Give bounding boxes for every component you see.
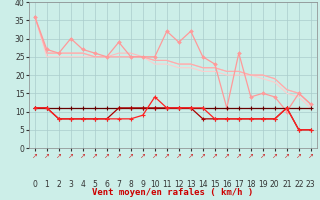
Text: ↗: ↗ — [116, 153, 122, 159]
Text: 19: 19 — [258, 180, 268, 189]
Text: 4: 4 — [80, 180, 85, 189]
Text: 21: 21 — [282, 180, 292, 189]
Text: 1: 1 — [44, 180, 49, 189]
Text: ↗: ↗ — [104, 153, 110, 159]
Text: ↗: ↗ — [284, 153, 290, 159]
Text: ↗: ↗ — [236, 153, 242, 159]
Text: ↗: ↗ — [308, 153, 314, 159]
Text: 11: 11 — [162, 180, 172, 189]
Text: Vent moyen/en rafales ( km/h ): Vent moyen/en rafales ( km/h ) — [92, 188, 253, 197]
Text: 13: 13 — [186, 180, 196, 189]
Text: 6: 6 — [104, 180, 109, 189]
Text: 15: 15 — [210, 180, 220, 189]
Text: ↗: ↗ — [272, 153, 278, 159]
Text: ↗: ↗ — [296, 153, 302, 159]
Text: 16: 16 — [222, 180, 232, 189]
Text: ↗: ↗ — [44, 153, 50, 159]
Text: ↗: ↗ — [224, 153, 230, 159]
Text: ↗: ↗ — [80, 153, 86, 159]
Text: ↗: ↗ — [188, 153, 194, 159]
Text: ↗: ↗ — [248, 153, 254, 159]
Text: ↗: ↗ — [260, 153, 266, 159]
Text: 7: 7 — [116, 180, 121, 189]
Text: 17: 17 — [234, 180, 244, 189]
Text: ↗: ↗ — [32, 153, 38, 159]
Text: 22: 22 — [294, 180, 304, 189]
Text: 3: 3 — [68, 180, 73, 189]
Text: 23: 23 — [306, 180, 316, 189]
Text: ↗: ↗ — [128, 153, 134, 159]
Text: ↗: ↗ — [56, 153, 62, 159]
Text: 5: 5 — [92, 180, 97, 189]
Text: 14: 14 — [198, 180, 208, 189]
Text: 10: 10 — [150, 180, 160, 189]
Text: ↗: ↗ — [92, 153, 98, 159]
Text: ↗: ↗ — [212, 153, 218, 159]
Text: ↗: ↗ — [200, 153, 206, 159]
Text: 0: 0 — [32, 180, 37, 189]
Text: 2: 2 — [56, 180, 61, 189]
Text: ↗: ↗ — [140, 153, 146, 159]
Text: 8: 8 — [128, 180, 133, 189]
Text: ↗: ↗ — [68, 153, 74, 159]
Text: ↗: ↗ — [176, 153, 182, 159]
Text: ↗: ↗ — [152, 153, 158, 159]
Text: ↗: ↗ — [164, 153, 170, 159]
Text: 12: 12 — [174, 180, 184, 189]
Text: 9: 9 — [140, 180, 145, 189]
Text: 18: 18 — [246, 180, 256, 189]
Text: 20: 20 — [270, 180, 280, 189]
